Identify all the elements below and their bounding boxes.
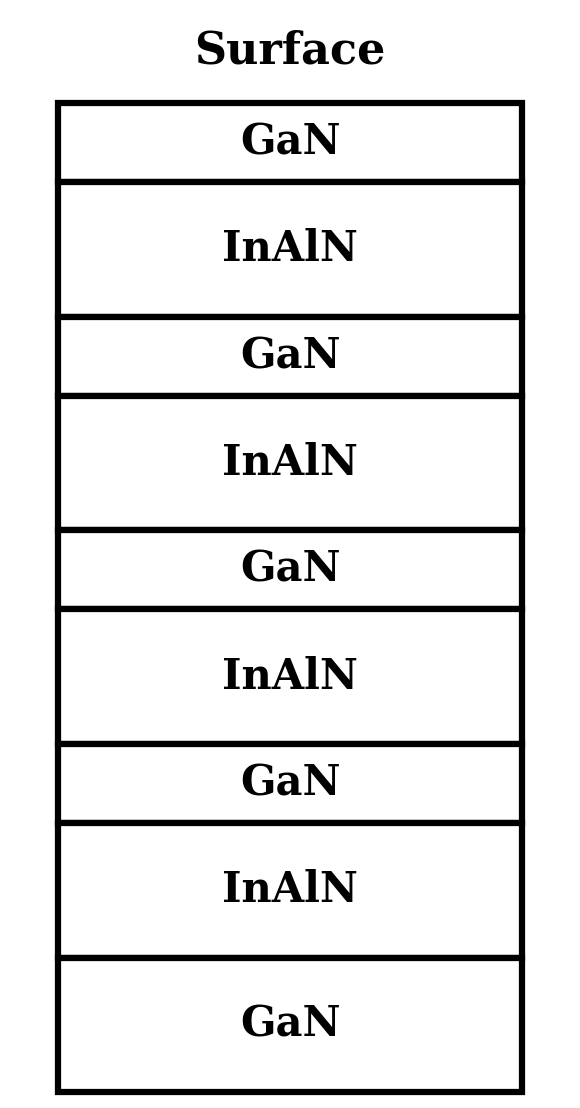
- Bar: [58, 103, 522, 182]
- Text: InAlN: InAlN: [222, 228, 358, 270]
- Bar: [58, 609, 522, 743]
- Bar: [58, 396, 522, 531]
- Bar: [58, 957, 522, 1092]
- Bar: [58, 823, 522, 957]
- Text: GaN: GaN: [240, 335, 340, 377]
- Text: InAlN: InAlN: [222, 656, 358, 698]
- Bar: [58, 531, 522, 609]
- Text: Surface: Surface: [194, 30, 386, 73]
- Text: GaN: GaN: [240, 762, 340, 804]
- Bar: [58, 317, 522, 396]
- Text: GaN: GaN: [240, 1004, 340, 1046]
- Bar: [58, 743, 522, 823]
- Text: GaN: GaN: [240, 548, 340, 591]
- Text: GaN: GaN: [240, 122, 340, 164]
- Text: InAlN: InAlN: [222, 442, 358, 484]
- Bar: [58, 182, 522, 317]
- Text: InAlN: InAlN: [222, 870, 358, 912]
